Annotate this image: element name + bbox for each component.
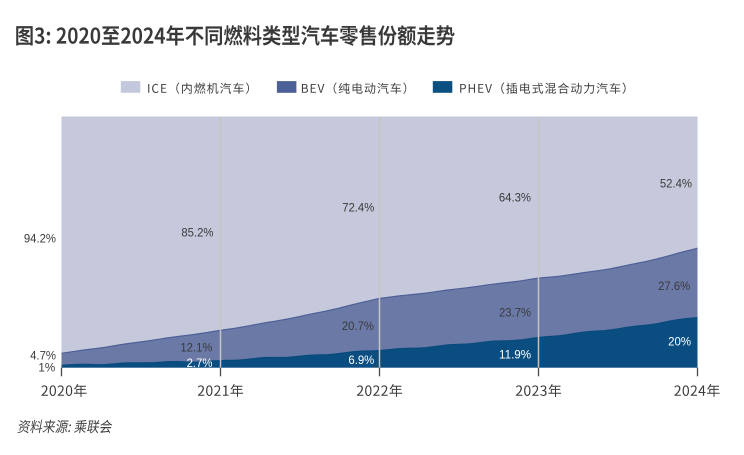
- svg-text:12.1%: 12.1%: [180, 340, 212, 354]
- svg-text:94.2%: 94.2%: [24, 231, 56, 245]
- svg-text:64.3%: 64.3%: [499, 191, 531, 205]
- svg-text:1%: 1%: [38, 360, 55, 374]
- svg-text:2.7%: 2.7%: [187, 356, 213, 370]
- svg-text:23.7%: 23.7%: [499, 306, 531, 320]
- svg-text:4.7%: 4.7%: [30, 349, 56, 363]
- svg-text:6.9%: 6.9%: [348, 353, 374, 367]
- svg-text:72.4%: 72.4%: [342, 201, 374, 215]
- svg-text:20%: 20%: [668, 334, 691, 348]
- svg-text:11.9%: 11.9%: [499, 347, 531, 361]
- svg-text:20.7%: 20.7%: [342, 319, 374, 333]
- svg-text:52.4%: 52.4%: [660, 176, 692, 190]
- svg-text:85.2%: 85.2%: [181, 226, 213, 240]
- svg-text:27.6%: 27.6%: [658, 279, 690, 293]
